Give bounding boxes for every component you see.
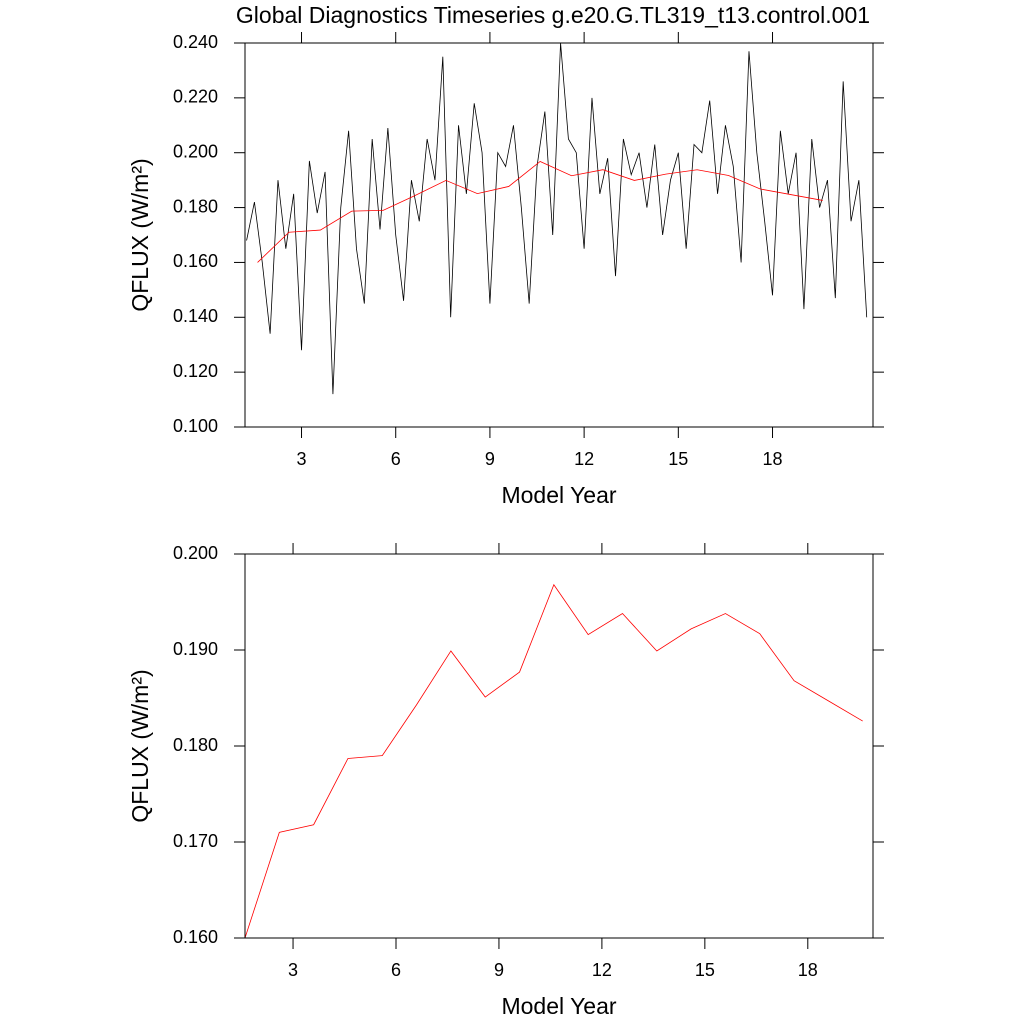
y-axis-label: QFLUX (W/m²) <box>127 158 153 311</box>
y-tick-label: 0.200 <box>173 141 218 161</box>
x-tick-label: 3 <box>288 960 298 980</box>
chart-title: Global Diagnostics Timeseries g.e20.G.TL… <box>236 2 870 28</box>
x-tick-label: 18 <box>763 449 783 469</box>
y-axis-label: QFLUX (W/m²) <box>127 669 153 822</box>
y-tick-label: 0.170 <box>173 831 218 851</box>
x-tick-label: 9 <box>485 449 495 469</box>
data-line <box>244 583 863 939</box>
x-tick-label: 12 <box>592 960 612 980</box>
x-tick-label: 6 <box>391 449 401 469</box>
x-axis-label: Model Year <box>501 993 616 1019</box>
x-tick-label: 15 <box>695 960 715 980</box>
y-tick-label: 0.120 <box>173 361 218 381</box>
x-tick-label: 3 <box>297 449 307 469</box>
x-tick-label: 9 <box>494 960 504 980</box>
x-tick-label: 15 <box>668 449 688 469</box>
x-tick-label: 12 <box>574 449 594 469</box>
y-tick-label: 0.190 <box>173 639 218 659</box>
y-tick-label: 0.180 <box>173 196 218 216</box>
y-tick-label: 0.160 <box>173 251 218 271</box>
data-line <box>246 42 868 395</box>
x-axis-label: Model Year <box>501 482 616 508</box>
y-tick-label: 0.180 <box>173 735 218 755</box>
x-tick-label: 6 <box>391 960 401 980</box>
y-tick-label: 0.160 <box>173 927 218 947</box>
y-tick-label: 0.100 <box>173 416 218 436</box>
y-tick-label: 0.200 <box>173 543 218 563</box>
plot-frame <box>244 42 874 428</box>
y-tick-label: 0.140 <box>173 306 218 326</box>
y-tick-label: 0.220 <box>173 87 218 107</box>
data-line <box>257 161 823 263</box>
y-tick-label: 0.240 <box>173 32 218 52</box>
x-tick-label: 18 <box>798 960 818 980</box>
